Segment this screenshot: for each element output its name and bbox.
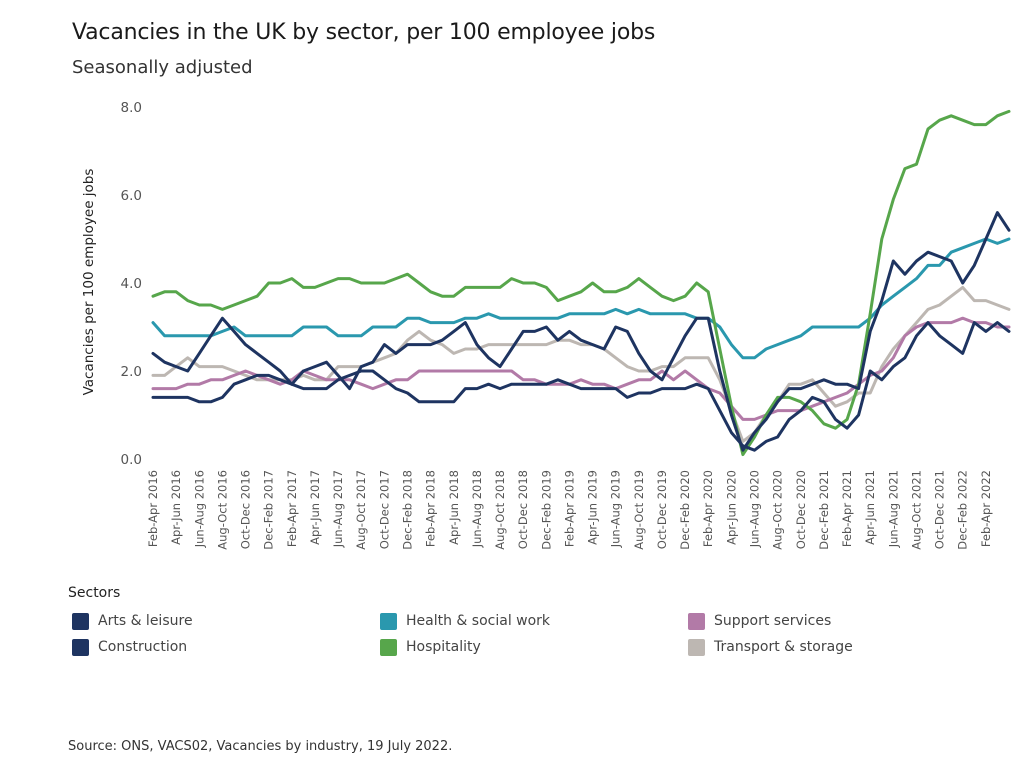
legend-item[interactable]: Health & social work — [380, 611, 550, 631]
legend-swatch — [688, 638, 705, 656]
legend-item[interactable]: Construction — [72, 637, 187, 657]
legend-item[interactable]: Transport & storage — [688, 637, 853, 657]
y-tick-label: 8.0 — [121, 100, 142, 116]
x-tick-label: Feb-Apr 2019 — [562, 470, 576, 547]
y-tick-label: 0.0 — [121, 452, 142, 468]
y-tick-label: 6.0 — [121, 188, 142, 204]
x-tick-label: Aug-Oct 2018 — [493, 470, 507, 550]
y-axis: 0.0 2.0 4.0 6.0 8.0 — [121, 100, 142, 468]
x-tick-label: Jun-Aug 2020 — [748, 470, 762, 548]
x-tick-label: Apr-Jun 2019 — [586, 470, 600, 545]
legend-label: Hospitality — [406, 639, 481, 655]
x-tick-label: Apr-Jun 2017 — [308, 470, 322, 545]
x-axis: Feb-Apr 2016 Apr-Jun 2016 Jun-Aug 2016 Aug-… — [146, 470, 993, 550]
x-tick-label: Jun-Aug 2021 — [886, 470, 900, 548]
x-tick-label: Jun-Aug 2018 — [470, 470, 484, 548]
series-line-transport-storage — [151, 285, 1011, 443]
series-line-health-social-work — [151, 237, 1011, 360]
x-tick-label: Dec-Feb 2020 — [678, 470, 692, 550]
x-tick-label: Apr-Jun 2020 — [724, 470, 738, 545]
x-tick-label: Dec-Feb 2019 — [539, 470, 553, 550]
x-tick-label: Oct-Dec 2020 — [794, 470, 808, 549]
legend-label: Support services — [714, 613, 832, 629]
x-tick-label: Oct-Dec 2018 — [516, 470, 530, 549]
x-tick-label: Oct-Dec 2019 — [655, 470, 669, 549]
x-tick-label: Dec-Feb 2017 — [262, 470, 276, 550]
legend-label: Construction — [98, 639, 188, 655]
legend-title: Sectors — [68, 585, 121, 601]
legend-swatch — [380, 638, 397, 656]
x-tick-label: Feb-Apr 2021 — [840, 470, 854, 547]
x-tick-label: Feb-Apr 2018 — [424, 470, 438, 547]
legend-item[interactable]: Support services — [688, 611, 831, 631]
series-lines — [151, 109, 1011, 457]
legend-label: Health & social work — [406, 613, 551, 629]
x-tick-label: Jun-Aug 2016 — [192, 470, 206, 548]
x-tick-label: Dec-Feb 2022 — [956, 470, 970, 550]
legend-label: Arts & leisure — [98, 613, 193, 629]
x-tick-label: Aug-Oct 2021 — [909, 470, 923, 550]
x-tick-label: Feb-Apr 2016 — [146, 470, 160, 547]
y-tick-label: 2.0 — [121, 364, 142, 380]
x-tick-label: Aug-Oct 2016 — [215, 470, 229, 550]
x-tick-label: Apr-Jun 2018 — [447, 470, 461, 545]
line-chart: 0.0 2.0 4.0 6.0 8.0 Vacancies per 100 employ… — [81, 100, 1011, 550]
legend-swatch — [380, 612, 397, 630]
x-tick-label: Feb-Apr 2017 — [285, 470, 299, 547]
legend-swatch — [72, 612, 89, 630]
legend-item[interactable]: Arts & leisure — [72, 611, 193, 631]
x-tick-label: Dec-Feb 2018 — [400, 470, 414, 550]
series-line-support-services — [151, 316, 1011, 421]
series-line-hospitality — [151, 109, 1011, 457]
legend-swatch — [72, 638, 89, 656]
x-tick-label: Apr-Jun 2016 — [169, 470, 183, 545]
legend-label: Transport & storage — [714, 639, 853, 655]
x-tick-label: Apr-Jun 2021 — [863, 470, 877, 545]
legend-swatch — [688, 612, 705, 630]
x-tick-label: Aug-Oct 2017 — [354, 470, 368, 550]
legend-item[interactable]: Hospitality — [380, 637, 481, 657]
source-note: Source: ONS, VACS02, Vacancies by indust… — [68, 739, 453, 754]
series-line-construction — [151, 321, 1011, 452]
x-tick-label: Jun-Aug 2019 — [609, 470, 623, 548]
x-tick-label: Oct-Dec 2016 — [239, 470, 253, 549]
x-tick-label: Feb-Apr 2020 — [701, 470, 715, 547]
x-tick-label: Dec-Feb 2021 — [817, 470, 831, 550]
x-tick-label: Jun-Aug 2017 — [331, 470, 345, 548]
chart-subtitle: Seasonally adjusted — [72, 57, 253, 78]
y-tick-label: 4.0 — [121, 276, 142, 292]
chart-title: Vacancies in the UK by sector, per 100 e… — [72, 20, 656, 45]
x-tick-label: Aug-Oct 2020 — [771, 470, 785, 550]
x-tick-label: Oct-Dec 2021 — [933, 470, 947, 549]
x-tick-label: Aug-Oct 2019 — [632, 470, 646, 550]
y-axis-title: Vacancies per 100 employee jobs — [81, 169, 97, 396]
series-line-arts-leisure — [151, 211, 1011, 452]
x-tick-label: Feb-Apr 2022 — [979, 470, 993, 547]
x-tick-label: Oct-Dec 2017 — [377, 470, 391, 549]
